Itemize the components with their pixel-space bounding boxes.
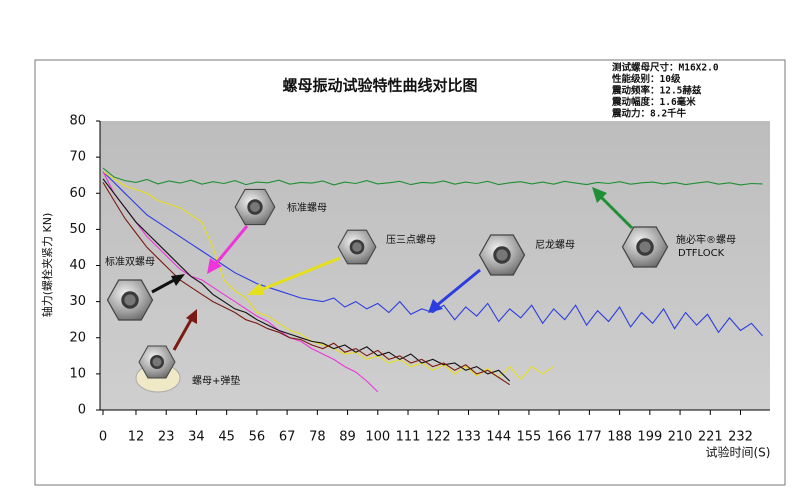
y-tick-label: 30 bbox=[69, 294, 86, 309]
lines bbox=[102, 167, 763, 393]
x-axis-label: 试验时间(S) bbox=[706, 445, 771, 460]
x-tick-label: 34 bbox=[188, 430, 205, 445]
series-line bbox=[102, 171, 555, 381]
x-tick-label: 111 bbox=[396, 430, 421, 445]
series-line bbox=[102, 182, 511, 386]
chart-title: 螺母振动试验特性曲线对比图 bbox=[282, 77, 477, 95]
x-tick-label: 89 bbox=[339, 430, 356, 445]
series-label: 螺母+弹垫 bbox=[192, 374, 240, 387]
y-tick-label: 20 bbox=[69, 330, 86, 345]
nut-images bbox=[106, 188, 669, 393]
info-line: 震动幅度：1.6毫米 bbox=[611, 96, 696, 108]
arrows bbox=[151, 187, 634, 351]
x-tick-label: 12 bbox=[128, 430, 145, 445]
x-tick-label: 221 bbox=[698, 430, 723, 445]
x-tick-label: 0 bbox=[99, 430, 107, 445]
series-label: 标准双螺母 bbox=[105, 256, 155, 268]
series-line bbox=[102, 171, 763, 337]
series-label: 压三点螺母 bbox=[386, 234, 436, 246]
series-line bbox=[102, 167, 763, 186]
series-line bbox=[102, 171, 379, 393]
series-label: 标准螺母 bbox=[287, 202, 327, 214]
series-label: 尼龙螺母 bbox=[535, 238, 575, 251]
x-tick-label: 199 bbox=[637, 430, 662, 445]
info-line: 性能级别：10级 bbox=[612, 73, 681, 85]
x-tick-label: 133 bbox=[456, 430, 481, 445]
y-tick-label: 50 bbox=[69, 222, 86, 237]
x-tick-label: 23 bbox=[158, 430, 175, 445]
x-tick-label: 45 bbox=[218, 430, 235, 445]
x-tick-label: 210 bbox=[668, 430, 693, 445]
info-line: 震动力：8.2千牛 bbox=[611, 108, 687, 120]
x-tick-label: 232 bbox=[728, 430, 753, 445]
x-tick-label: 144 bbox=[486, 430, 511, 445]
x-tick-label: 188 bbox=[607, 430, 632, 445]
x-tick-label: 155 bbox=[517, 430, 542, 445]
info-box: 测试螺母尺寸：M16X2.0性能级别：10级震动频率：12.5赫兹震动幅度：1.… bbox=[611, 62, 719, 120]
y-axis-label: 轴力(螺栓夹紧力 KN) bbox=[40, 213, 54, 318]
info-line: 震动频率：12.5赫兹 bbox=[611, 85, 702, 97]
info-line: 测试螺母尺寸：M16X2.0 bbox=[612, 62, 719, 74]
series-label: 施必牢®螺母 bbox=[676, 233, 736, 246]
y-tick-label: 40 bbox=[69, 258, 86, 273]
y-tick-label: 80 bbox=[69, 114, 86, 129]
x-tick-label: 100 bbox=[365, 430, 390, 445]
x-tick-label: 122 bbox=[426, 430, 451, 445]
plot-area bbox=[100, 121, 770, 410]
x-tick-label: 56 bbox=[249, 430, 266, 445]
series-label-extra: DTFLOCK bbox=[678, 248, 725, 259]
y-tick-label: 10 bbox=[69, 366, 86, 381]
y-tick-label: 70 bbox=[69, 150, 86, 165]
x-tick-label: 78 bbox=[309, 430, 326, 445]
x-tick-label: 166 bbox=[547, 430, 572, 445]
y-tick-label: 0 bbox=[78, 403, 86, 418]
x-tick-label: 177 bbox=[577, 430, 602, 445]
y-tick-label: 60 bbox=[69, 186, 86, 201]
frame bbox=[34, 59, 786, 486]
x-tick-label: 67 bbox=[279, 430, 296, 445]
